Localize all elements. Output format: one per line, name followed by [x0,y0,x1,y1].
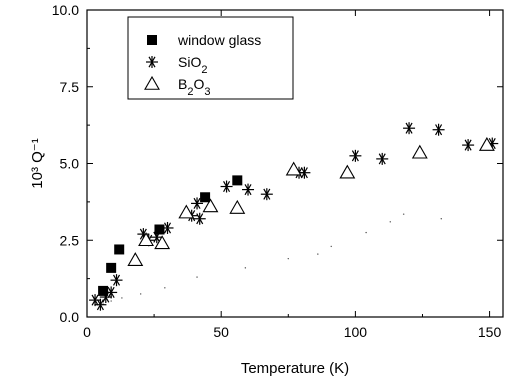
data-point [298,166,311,179]
data-point [127,252,144,267]
data-point [365,231,367,234]
series-dot [102,213,442,305]
x-tick-label: 50 [213,324,229,340]
data-point [110,300,112,302]
legend-label: B2O3 [178,76,210,98]
data-point [242,183,255,196]
data-point [121,297,123,299]
data-point [229,199,246,214]
axes: 0 50 100 150 0.0 2.5 5.0 7.5 10.0 [52,2,504,340]
data-point [94,298,107,311]
data-point [164,287,166,289]
data-point [403,122,416,135]
y-tick-label: 7.5 [60,79,80,95]
data-point [389,221,391,223]
data-point [139,293,142,295]
x-tick-label: 100 [344,324,368,340]
data-point [114,244,125,255]
x-axis-title: Temperature (K) [241,360,349,377]
data-point [411,144,428,159]
data-point [432,123,445,136]
data-point [220,180,233,193]
data-point [287,257,289,260]
data-point [154,224,165,235]
data-point [376,152,389,165]
series-open-triangle [127,136,495,267]
data-point [98,285,109,296]
data-point [200,192,211,203]
data-point [202,198,219,213]
data-point [330,245,332,248]
data-point [478,136,495,151]
data-point [138,232,154,247]
data-points [89,122,499,311]
y-tick-label: 5.0 [60,156,80,172]
data-point [89,294,102,307]
data-point [106,262,117,273]
data-point [402,213,405,215]
series-asterisk [89,122,499,311]
data-point [440,218,442,220]
legend-marker [146,56,158,68]
y-tick-label: 0.0 [60,309,80,325]
x-tick-label: 150 [478,324,502,340]
data-point [260,188,273,201]
legend-marker [144,75,160,90]
y-tick-label: 10.0 [52,2,79,18]
data-point [191,197,204,210]
data-point [285,161,302,176]
legend-label: window glass [177,32,261,48]
data-point [232,175,243,186]
data-point [244,267,247,269]
x-tick-label: 0 [83,324,91,340]
data-point [317,253,319,255]
y-axis-title: 10³ Q⁻¹ [29,138,46,188]
y-tick-label: 2.5 [60,232,80,248]
data-point [349,149,362,162]
data-point [339,164,356,179]
data-point [154,235,171,250]
data-point [110,274,123,287]
series-filled-square [98,175,243,296]
data-point [178,204,195,219]
legend-label: SiO2 [178,54,207,76]
data-point [196,276,198,278]
data-point [462,139,475,152]
legend-marker [147,35,157,45]
data-point [193,212,206,225]
